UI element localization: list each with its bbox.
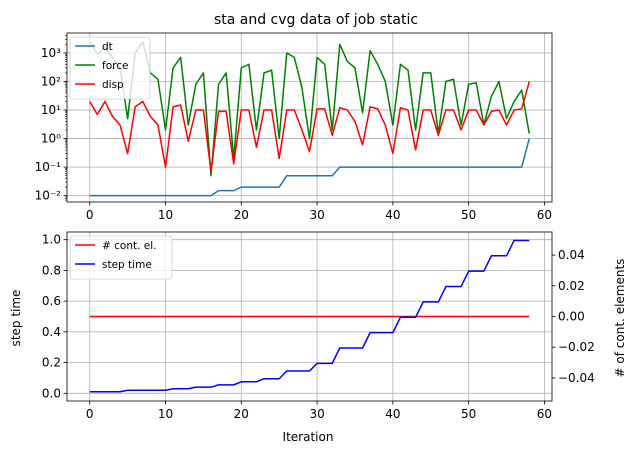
- x-tick-label: 40: [385, 407, 400, 421]
- y-tick-label: 0.8: [42, 263, 61, 277]
- x-tick-label: 20: [234, 407, 249, 421]
- x-tick-label: 60: [537, 407, 552, 421]
- y-tick-label: 0.6: [42, 294, 61, 308]
- y-tick-label: 10⁻¹: [35, 160, 62, 174]
- y2-tick-label: −0.02: [558, 340, 595, 354]
- y-tick-label: 10⁰: [41, 132, 61, 146]
- chart-title: sta and cvg data of job static: [214, 12, 418, 28]
- x-axis-label: Iteration: [283, 430, 334, 444]
- legend: # cont. el. step time: [69, 235, 173, 280]
- x-tick-label: 20: [234, 208, 249, 222]
- x-tick-label: 10: [158, 407, 173, 421]
- y-tick-label: 0.0: [42, 386, 61, 400]
- series-line-step-time: [89, 239, 530, 393]
- y-tick-label: 10³: [41, 46, 61, 60]
- y2-tick-label: 0.02: [558, 279, 585, 293]
- legend-label: # cont. el.: [102, 240, 157, 252]
- legend: dt force disp: [69, 36, 151, 100]
- y-tick-label: 10²: [41, 74, 61, 88]
- series-line-dt: [89, 138, 530, 197]
- series-line-force: [89, 40, 531, 177]
- axes-2: 0 10 20 30 40 50 60 0.0 0.2 0.4 0.6 0.8 1.0 −0.04 −0.0…: [42, 231, 595, 421]
- axes-frame: [66, 231, 553, 402]
- y2-tick-label: 0.04: [558, 248, 585, 262]
- y-tick-label: 1.0: [42, 233, 61, 247]
- axes-1: 0 10 20 30 40 50 60 10⁻² 10⁻¹ 10⁰ 10¹ 10² 10³ dt force…: [35, 32, 553, 222]
- x-tick-label: 0: [86, 208, 94, 222]
- y2-tick-label: 0.00: [558, 310, 585, 324]
- y-tick-label: 0.4: [42, 325, 61, 339]
- legend-label: dt: [102, 41, 113, 53]
- legend-label: disp: [102, 79, 124, 91]
- y-tick-label: 10¹: [41, 103, 61, 117]
- series-line-disp: [89, 81, 530, 173]
- y-tick-label: 10⁻²: [35, 189, 62, 203]
- y-axis-label: step time: [9, 290, 23, 347]
- x-tick-label: 50: [461, 407, 476, 421]
- axes-frame: [66, 32, 553, 203]
- x-tick-label: 50: [461, 208, 476, 222]
- legend-label: step time: [102, 259, 152, 271]
- legend-box: [69, 235, 173, 280]
- legend-label: force: [102, 60, 128, 72]
- x-tick-label: 10: [158, 208, 173, 222]
- y2-tick-label: −0.04: [558, 371, 595, 385]
- plot-layer: 0 10 20 30 40 50 60 10⁻² 10⁻¹ 10⁰ 10¹ 10² 10³ dt force…: [35, 32, 595, 421]
- y2-axis-label: # of cont. elements: [613, 259, 627, 378]
- x-tick-label: 40: [385, 208, 400, 222]
- x-tick-label: 60: [537, 208, 552, 222]
- y-tick-label: 0.2: [42, 356, 61, 370]
- x-tick-label: 30: [309, 407, 324, 421]
- x-tick-label: 0: [86, 407, 94, 421]
- x-tick-label: 30: [309, 208, 324, 222]
